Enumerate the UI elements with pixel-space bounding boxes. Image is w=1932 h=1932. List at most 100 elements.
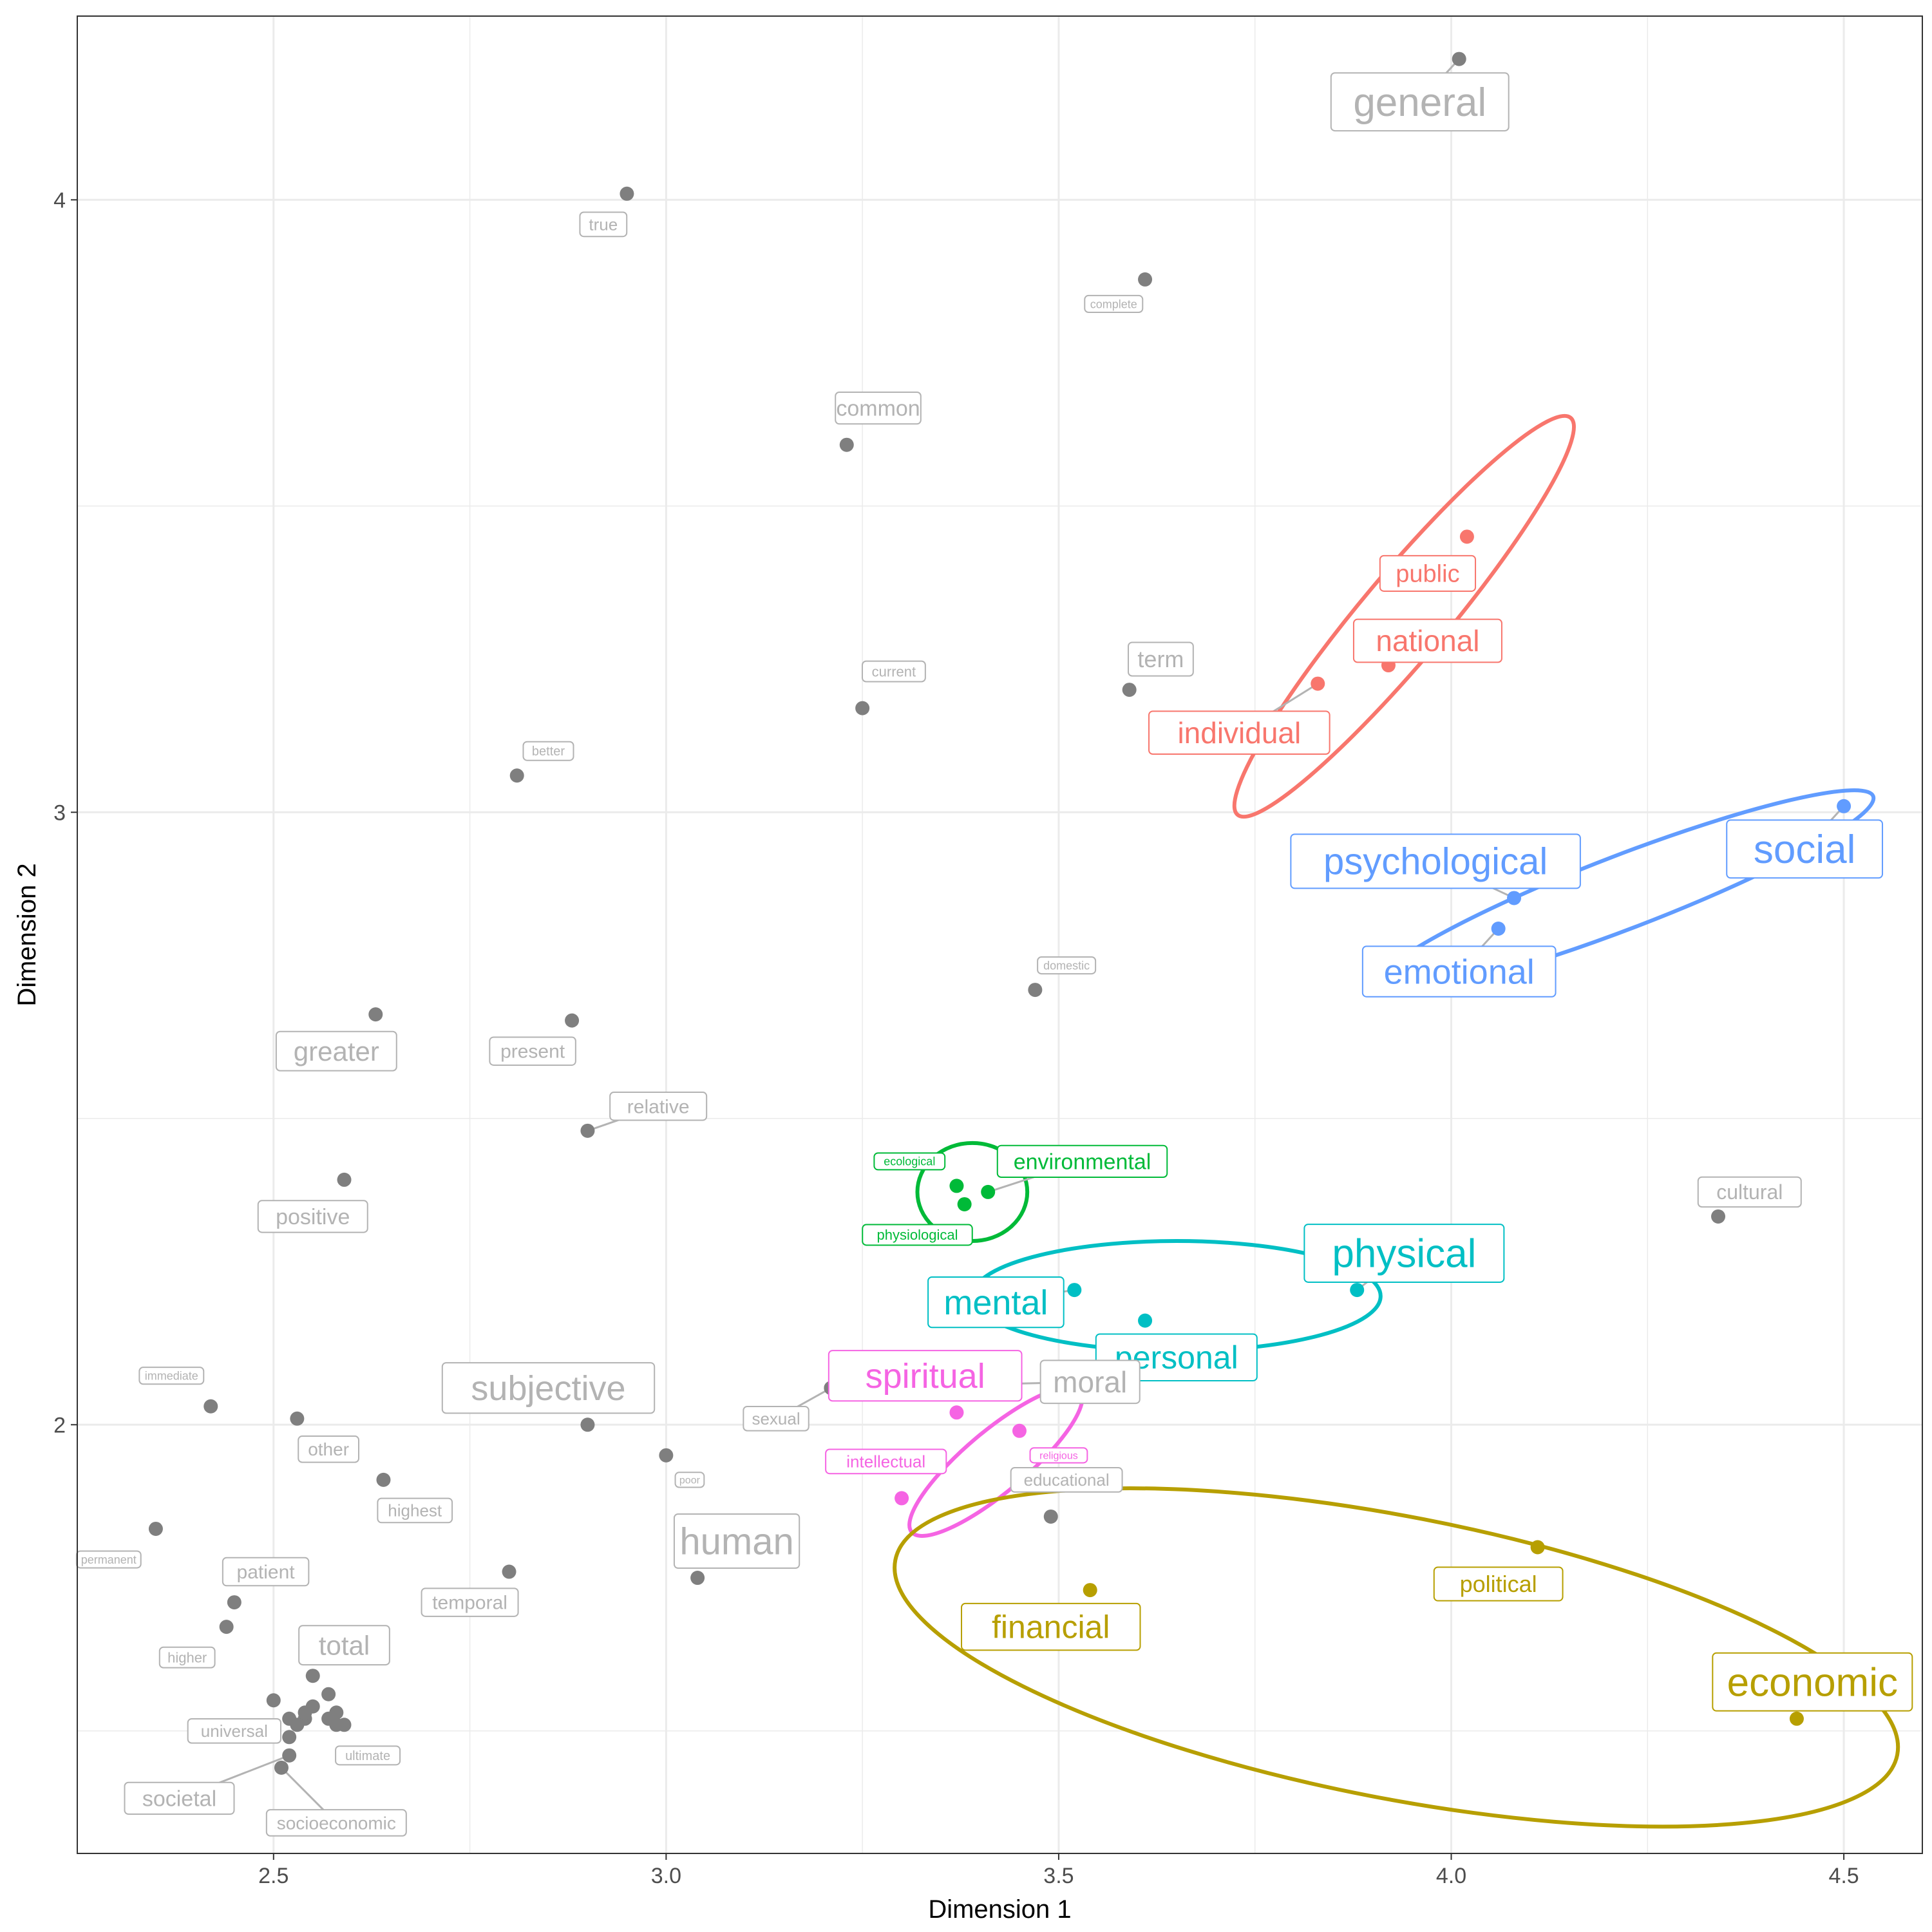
data-label-box [158, 1646, 216, 1669]
x-tick-label: 3.0 [651, 1864, 681, 1888]
data-label-text: domestic [1043, 959, 1090, 972]
data-label-better: better [522, 741, 574, 761]
data-point-financial [1083, 1583, 1097, 1598]
data-label-text: individual [1177, 716, 1301, 750]
data-point-ultimate [329, 1718, 344, 1732]
data-point-higher [219, 1620, 234, 1634]
data-label-box [257, 1200, 368, 1233]
data-label-human: human [673, 1513, 800, 1569]
data-label-text: human [679, 1520, 793, 1562]
data-label-box [222, 1557, 310, 1587]
data-label-domestic: domestic [1037, 956, 1097, 975]
data-label-text: societal [142, 1786, 216, 1811]
data-label-text: social [1754, 828, 1856, 872]
data-point-economic [1789, 1711, 1804, 1726]
data-label-text: sexual [752, 1409, 800, 1428]
data-label-text: current [872, 663, 916, 679]
data-point-domestic [1028, 983, 1043, 998]
data-label-text: psychological [1323, 841, 1548, 883]
data-label-box [1010, 1467, 1123, 1493]
data-label-other: other [298, 1435, 360, 1463]
data-label-box [138, 1367, 205, 1385]
data-label-text: ecological [884, 1155, 935, 1168]
data-label-text: present [500, 1041, 565, 1063]
data-point-greater [368, 1007, 383, 1022]
data-point-psychological [1507, 891, 1522, 905]
data-label-box [828, 1350, 1023, 1402]
data-label-text: relative [627, 1096, 690, 1117]
data-label-box [862, 1224, 973, 1246]
data-label-box [522, 741, 574, 761]
data-label-text: highest [388, 1501, 442, 1520]
data-label-highest: highest [377, 1497, 453, 1524]
data-point-other [290, 1411, 305, 1426]
data-label-religious: religious [1029, 1447, 1088, 1464]
data-label-box [1290, 833, 1581, 889]
data-label-educational: educational [1010, 1467, 1123, 1493]
data-point-unlabeled [298, 1705, 312, 1720]
data-label-spiritual: spiritual [828, 1350, 1023, 1402]
data-label-moral: moral [1039, 1359, 1141, 1405]
data-label-text: political [1460, 1571, 1537, 1597]
data-point-environmental [981, 1184, 996, 1199]
data-label-positive: positive [257, 1200, 368, 1233]
data-label-box [673, 1513, 800, 1569]
data-label-text: true [589, 214, 618, 234]
data-label-text: national [1376, 624, 1479, 658]
data-label-box [421, 1587, 519, 1617]
data-label-subjective: subjective [441, 1362, 656, 1414]
y-axis-title: Dimension 2 [13, 863, 41, 1006]
data-labels: general true complete common public national i… [75, 72, 1913, 1837]
data-point-highest [376, 1472, 391, 1487]
data-label-text: physiological [877, 1227, 958, 1243]
data-point-true [620, 186, 634, 201]
data-point-personal [1138, 1313, 1153, 1328]
data-label-box [1128, 641, 1194, 677]
data-label-box [75, 1550, 142, 1569]
data-point-subjective [580, 1417, 595, 1432]
data-label-text: common [836, 397, 920, 421]
data-label-temporal: temporal [421, 1587, 519, 1617]
data-label-text: better [532, 744, 565, 759]
data-point-patient [227, 1595, 242, 1610]
data-label-intellectual: intellectual [825, 1448, 947, 1475]
data-label-box [489, 1036, 576, 1066]
data-label-public: public [1379, 554, 1477, 592]
data-label-sexual: sexual [743, 1405, 810, 1432]
data-point-unlabeled [329, 1705, 344, 1720]
data-label-box [1303, 1224, 1505, 1283]
data-point-public [1459, 529, 1474, 544]
data-point-religious [1012, 1423, 1027, 1438]
data-label-box [960, 1602, 1141, 1651]
data-label-universal: universal [187, 1718, 281, 1744]
cluster-ellipse-gold [893, 1486, 1900, 1829]
data-point-human [690, 1571, 705, 1586]
plot-panel-border [77, 15, 1923, 1854]
data-label-box [1352, 618, 1502, 663]
data-label-box [873, 1152, 946, 1171]
data-label-text: economic [1727, 1660, 1898, 1705]
data-point-total [305, 1669, 320, 1683]
data-label-box [1361, 945, 1557, 998]
data-label-present: present [489, 1036, 576, 1066]
data-point-common [839, 437, 854, 452]
data-point-unlabeled [321, 1687, 336, 1701]
data-label-relative: relative [609, 1092, 708, 1121]
data-label-physical: physical [1303, 1224, 1505, 1283]
data-label-box [1039, 1359, 1141, 1405]
data-label-ultimate: ultimate [335, 1745, 401, 1766]
data-label-text: religious [1039, 1450, 1078, 1461]
data-label-box [1084, 294, 1144, 314]
x-tick-label: 3.5 [1043, 1864, 1074, 1888]
data-label-greater: greater [275, 1030, 397, 1072]
data-label-box [1148, 710, 1331, 755]
data-point-unlabeled [282, 1711, 297, 1726]
data-label-box [335, 1745, 401, 1766]
data-label-total: total [298, 1625, 390, 1666]
data-point-relative [580, 1123, 595, 1138]
data-label-text: intellectual [846, 1452, 925, 1471]
data-label-text: educational [1024, 1470, 1110, 1490]
data-label-permanent: permanent [75, 1550, 142, 1569]
data-label-financial: financial [960, 1602, 1141, 1651]
